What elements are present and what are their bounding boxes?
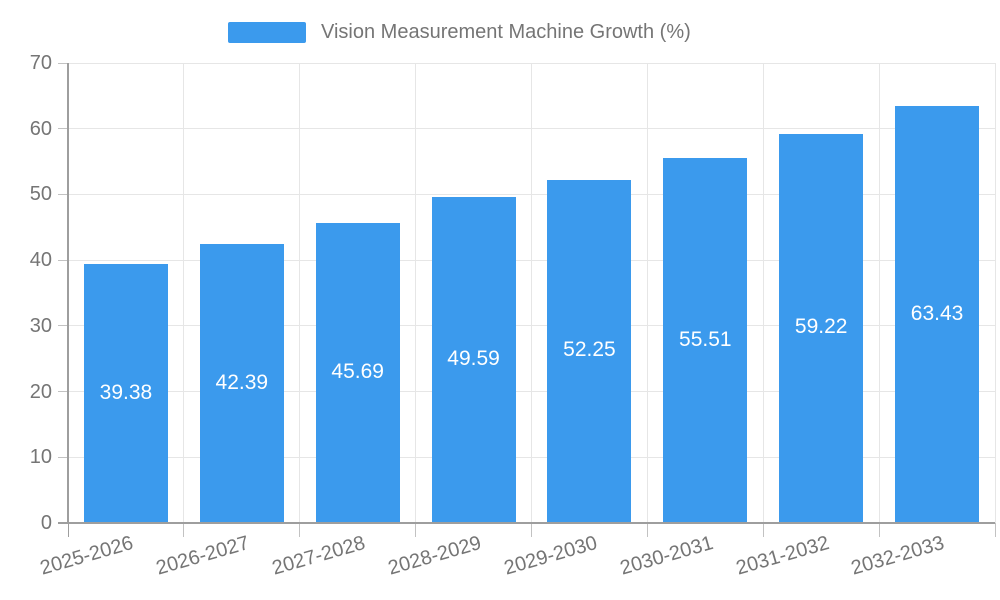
y-tick-mark: [58, 62, 68, 64]
bar[interactable]: [83, 264, 168, 523]
v-gridline: [994, 63, 996, 523]
legend-label[interactable]: Vision Measurement Machine Growth (%): [321, 21, 691, 43]
y-tick-label: 0: [40, 512, 52, 534]
y-axis-line: [66, 63, 69, 523]
v-gridline: [183, 63, 185, 523]
x-tick-mark: [994, 523, 996, 537]
y-tick-label: 40: [29, 249, 52, 272]
x-tick-label: 2025-2026: [37, 532, 137, 580]
x-axis-line: [58, 522, 995, 524]
y-tick-mark: [58, 128, 68, 130]
y-tick-label: 50: [29, 183, 52, 206]
x-tick-label: 2026-2027: [153, 532, 252, 580]
x-tick-label: 2027-2028: [269, 532, 368, 580]
y-tick-mark: [58, 259, 68, 261]
x-tick-mark: [415, 523, 417, 537]
v-gridline: [415, 63, 417, 523]
x-tick-label: 2031-2032: [733, 532, 832, 580]
y-tick-mark: [58, 456, 68, 458]
v-gridline: [531, 63, 532, 523]
bar-value-label: 52.25: [563, 338, 616, 362]
bar-value-label: 39.38: [99, 380, 153, 404]
v-gridline: [299, 63, 301, 523]
y-tick-label: 10: [29, 446, 52, 469]
bar[interactable]: [547, 179, 632, 523]
legend-swatch[interactable]: [228, 22, 306, 43]
v-gridline: [762, 63, 764, 523]
bar[interactable]: [663, 158, 748, 523]
bar[interactable]: [315, 222, 400, 523]
y-tick-label: 20: [29, 380, 52, 403]
v-gridline: [646, 63, 648, 523]
x-tick-mark: [531, 523, 532, 537]
y-tick-label: 70: [29, 52, 52, 74]
y-tick-label: 60: [29, 117, 52, 140]
bar-value-label: 63.43: [910, 301, 964, 325]
bar[interactable]: [779, 133, 864, 523]
bar-value-label: 45.69: [331, 359, 384, 383]
y-tick-mark: [58, 193, 68, 195]
x-tick-mark: [299, 523, 301, 537]
x-tick-label: 2029-2030: [501, 532, 600, 580]
x-tick-label: 2030-2031: [617, 532, 716, 580]
bar[interactable]: [431, 197, 516, 523]
bar-value-label: 59.22: [794, 315, 848, 339]
x-tick-label: 2032-2033: [849, 532, 948, 580]
bar[interactable]: [895, 106, 980, 523]
v-gridline: [878, 63, 880, 523]
y-tick-mark: [58, 391, 68, 393]
y-tick-label: 30: [29, 314, 52, 337]
x-tick-mark: [183, 523, 185, 537]
x-tick-mark: [762, 523, 764, 537]
x-tick-mark: [67, 523, 69, 537]
x-tick-mark: [878, 523, 880, 537]
bar-value-label: 49.59: [447, 347, 500, 371]
bar[interactable]: [199, 244, 284, 523]
bar-value-label: 42.39: [215, 370, 269, 394]
x-tick-label: 2028-2029: [385, 532, 484, 580]
x-tick-mark: [646, 523, 648, 537]
y-tick-mark: [58, 325, 68, 327]
bar-value-label: 55.51: [679, 327, 732, 351]
